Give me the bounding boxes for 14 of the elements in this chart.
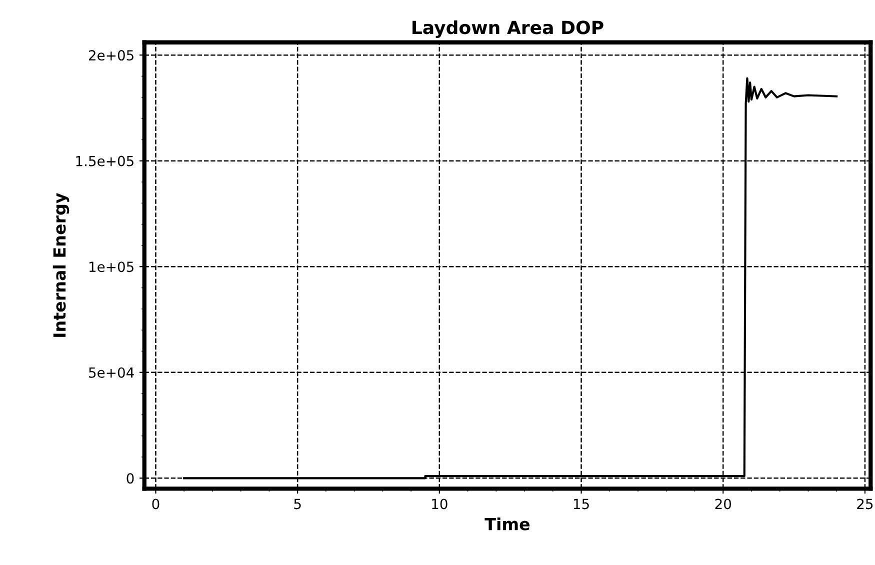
y-tick-label: 5e+04: [89, 367, 134, 378]
y-tick-label: 1e+05: [89, 262, 134, 272]
y-tick-label: 1.5e+05: [76, 156, 134, 166]
x-tick-label: 5: [294, 498, 301, 510]
chart-title: Laydown Area DOP: [412, 20, 604, 38]
y-tick-label: 0: [126, 473, 134, 484]
y-tick-label: 2e+05: [88, 50, 134, 61]
x-tick-label: 10: [432, 498, 448, 510]
x-tick-label: 20: [715, 498, 732, 510]
x-tick-label: 25: [857, 498, 873, 510]
x-axis-title: Time: [484, 517, 530, 530]
x-tick-label: 15: [574, 498, 589, 510]
y-axis-title: Internal Energy: [52, 192, 70, 337]
x-tick-label: 0: [152, 498, 160, 510]
